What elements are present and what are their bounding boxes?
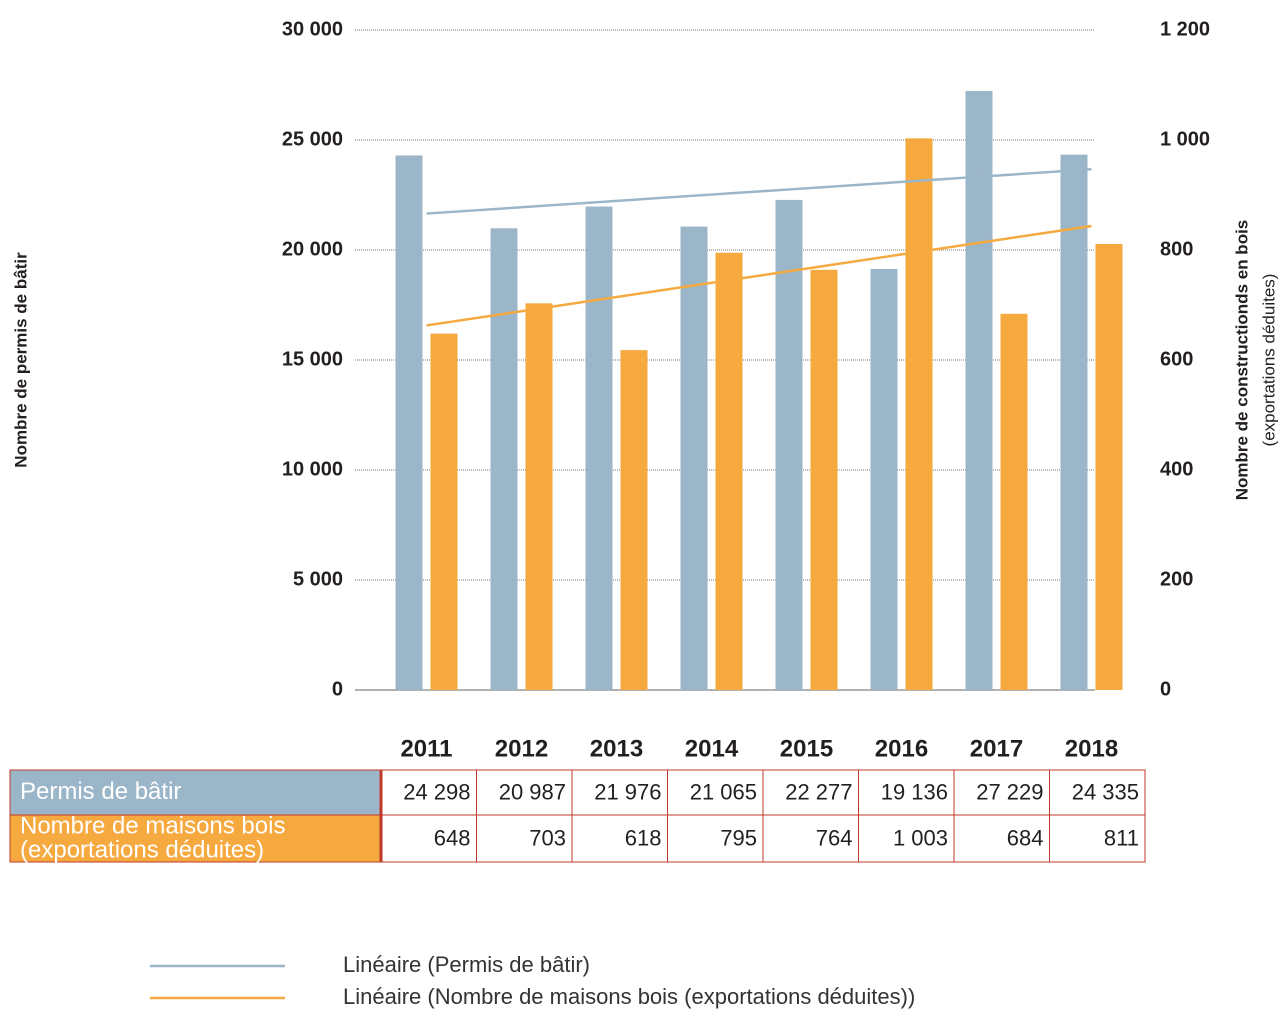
bar [490,228,518,690]
y-axis-title: Nombre de permis de bâtir [11,252,30,468]
table-value: 684 [1007,825,1044,850]
x-tick-label: 2012 [495,735,548,762]
table-cell [380,814,477,863]
bar [1095,243,1123,690]
table-value: 20 987 [499,779,566,804]
table-cell [1049,814,1146,863]
table-cell [953,769,1050,816]
table-value: 648 [434,825,471,850]
legend-label: Linéaire (Permis de bâtir) [343,952,590,977]
bar [1000,313,1028,690]
y-tick-label: 20 000 [282,238,343,260]
table-row-label: Permis de bâtir [20,778,181,805]
table-cell [858,814,955,863]
bar [905,138,933,691]
y-tick-label: 15 000 [282,348,343,370]
table-value: 24 298 [403,779,470,804]
legend-label: Linéaire (Nombre de maisons bois (export… [343,984,915,1009]
bar [525,303,553,690]
table-cell [1049,769,1146,816]
x-tick-label: 2015 [780,735,833,762]
table-cell [762,814,859,863]
table-value: 703 [529,825,566,850]
y2-tick-label: 200 [1160,568,1193,590]
trend-line [426,168,1092,215]
table-row-header [9,814,382,863]
table-value: 22 277 [785,779,852,804]
y-tick-label: 10 000 [282,458,343,480]
table-cell [476,814,573,863]
y-tick-label: 0 [332,678,343,700]
y-tick-label: 30 000 [282,18,343,40]
bar [810,269,838,690]
x-tick-label: 2016 [875,735,928,762]
table-value: 19 136 [881,779,948,804]
x-tick-label: 2011 [400,735,452,762]
table-cell [667,814,764,863]
x-tick-label: 2018 [1065,735,1118,762]
bar [775,199,803,690]
table-value: 811 [1104,825,1139,850]
y2-tick-label: 400 [1160,458,1193,480]
table-value: 21 065 [690,779,757,804]
y2-tick-label: 600 [1160,348,1193,370]
table-cell [667,769,764,816]
bar [715,252,743,690]
table-cell [571,769,668,816]
table-value: 27 229 [976,779,1043,804]
y2-axis-title: Nombre de constructionds en bois [1232,220,1251,501]
bar [870,269,898,690]
x-tick-label: 2017 [970,735,1023,762]
y2-axis-subtitle: (exportations déduites) [1259,274,1278,447]
y-tick-label: 5 000 [293,568,343,590]
x-tick-label: 2013 [590,735,643,762]
table-value: 795 [720,825,757,850]
bar [680,226,708,690]
table-value: 618 [625,825,662,850]
y2-tick-label: 800 [1160,238,1193,260]
bar [585,206,613,690]
table-value: 24 335 [1072,779,1139,804]
y2-tick-label: 1 000 [1160,128,1210,150]
bar [965,90,993,691]
y2-tick-label: 0 [1160,678,1171,700]
table-value: 21 976 [594,779,661,804]
trend-line [426,224,1092,327]
y2-tick-label: 1 200 [1160,18,1210,40]
y-tick-label: 25 000 [282,128,343,150]
table-value: 1 003 [893,825,948,850]
bar [430,333,458,690]
bar [395,155,423,691]
bar [1060,154,1088,690]
bar [620,350,648,690]
x-tick-label: 2014 [685,735,739,762]
table-cell [571,814,668,863]
table-value: 764 [816,825,853,850]
table-row-header [9,769,382,816]
table-row-label: Nombre de maisons bois (exportations dédu… [20,813,285,864]
